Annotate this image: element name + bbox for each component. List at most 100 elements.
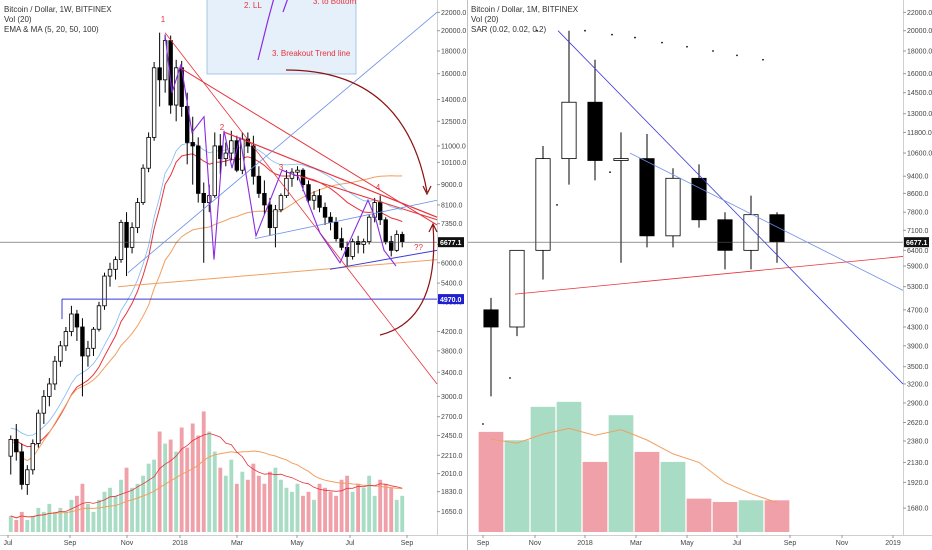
sar-dot — [686, 45, 688, 48]
candle-down — [639, 158, 655, 237]
y-tick-label: 3000.0 — [441, 394, 463, 401]
candle-up — [96, 305, 102, 330]
sar-dot — [556, 204, 558, 206]
y-tick-label: 1650.0 — [441, 509, 463, 516]
volume-bar — [367, 475, 372, 532]
downtrend-line-upper — [179, 67, 438, 226]
y-tick-label: 20000.0 — [441, 28, 466, 35]
volume-bar — [334, 495, 339, 532]
volume-bar — [279, 479, 283, 532]
volume-bar — [196, 435, 201, 532]
right-sar-indicator[interactable]: SAR (0.02, 0.02, 0.2) — [471, 25, 547, 34]
volume-bar — [608, 415, 634, 532]
volume-bar — [74, 495, 79, 532]
left-vol-indicator[interactable]: Vol (20) — [4, 15, 32, 24]
forecast-arrow-up-head — [428, 222, 438, 233]
volume-bar — [47, 503, 52, 532]
volume-bar — [284, 487, 289, 532]
candle-up — [743, 214, 759, 251]
y-tick-label: 3800.0 — [441, 348, 463, 355]
candle-up — [113, 259, 118, 270]
candle-up — [85, 347, 91, 357]
y-tick-label: 2010.0 — [441, 471, 463, 478]
y-tick-label: 2130.0 — [907, 460, 929, 467]
volume-bar — [63, 511, 68, 532]
candle-down — [306, 184, 311, 201]
candle-up — [223, 152, 228, 160]
x-tick-label: May — [680, 540, 694, 547]
y-tick-label: 4700.0 — [907, 307, 929, 314]
y-tick-label: 5900.0 — [907, 264, 929, 271]
candle-down — [383, 219, 388, 242]
y-tick-label: 22000.0 — [441, 10, 466, 17]
y-tick-label: 9400.0 — [907, 174, 929, 181]
volume-bar — [207, 431, 212, 532]
volume-bar — [245, 479, 250, 532]
left-ma-indicator[interactable]: EMA & MA (5, 20, 50, 100) — [4, 25, 99, 34]
y-tick-label: 1920.0 — [907, 480, 929, 487]
sar-dot — [634, 36, 636, 39]
volume-bar — [58, 507, 63, 532]
volume-bar — [41, 511, 46, 532]
x-tick-label: Nov — [121, 540, 134, 547]
y-tick-label: 7350.0 — [441, 221, 463, 228]
candle-up — [665, 177, 681, 237]
forecast-arrow-down — [285, 69, 428, 193]
downtrend-line-mid — [224, 131, 438, 218]
volume-bar — [312, 499, 316, 532]
candle-down — [251, 145, 256, 177]
x-tick-label: Jul — [733, 540, 742, 547]
volume-bar — [290, 491, 294, 532]
volume-bar — [478, 431, 504, 532]
candle-down — [355, 241, 361, 245]
x-tick-label: Mar — [231, 540, 244, 547]
candle-up — [8, 439, 13, 457]
volume-bar — [712, 501, 738, 532]
right-vol-indicator[interactable]: Vol (20) — [471, 15, 499, 24]
volume-bar — [130, 487, 134, 532]
volume-bar — [229, 459, 234, 532]
y-tick-label: 16000.0 — [441, 71, 466, 78]
candle-down — [483, 309, 499, 328]
channel-line-blue — [254, 199, 438, 240]
candle-down — [717, 219, 733, 251]
candle-down — [201, 192, 206, 203]
candle-up — [350, 241, 355, 257]
y-tick-label: 5400.0 — [441, 281, 463, 288]
y-tick-label: 18000.0 — [441, 49, 466, 56]
current-price-value: 6677.1 — [440, 240, 462, 247]
volume-bar — [52, 511, 57, 532]
candle-up — [366, 216, 372, 242]
candle-down — [80, 326, 85, 357]
y-tick-label: 18000.0 — [907, 49, 932, 56]
y-tick-label: 3200.0 — [907, 381, 929, 388]
volume-bar — [218, 467, 223, 532]
volume-bar — [135, 483, 140, 532]
current-price-badge — [438, 237, 464, 248]
wave-label-2: 2 — [220, 123, 225, 132]
volume-bar — [394, 499, 399, 532]
volume-bar — [328, 491, 333, 532]
volume-bar — [389, 487, 394, 532]
candle-down — [691, 177, 707, 221]
candle-up — [295, 169, 300, 173]
volume-bar — [152, 459, 157, 532]
volume-bar — [267, 471, 272, 532]
y-tick-label: 2380.0 — [907, 439, 929, 446]
candle-up — [278, 195, 284, 211]
sar-dot — [536, 29, 538, 32]
x-tick-label: Sep — [477, 540, 490, 547]
long-downtrend-line — [164, 32, 438, 385]
x-tick-label: May — [290, 540, 304, 547]
volume-bar — [295, 483, 300, 532]
candle-down — [185, 106, 190, 143]
volume-bar — [251, 463, 256, 532]
candle-down — [157, 67, 162, 81]
volume-ma-short — [10, 433, 403, 519]
volume-bar — [124, 467, 129, 532]
candle-up — [69, 313, 74, 332]
volume-bar — [556, 401, 582, 532]
volume-bar — [146, 463, 151, 532]
volume-bar — [185, 447, 190, 532]
